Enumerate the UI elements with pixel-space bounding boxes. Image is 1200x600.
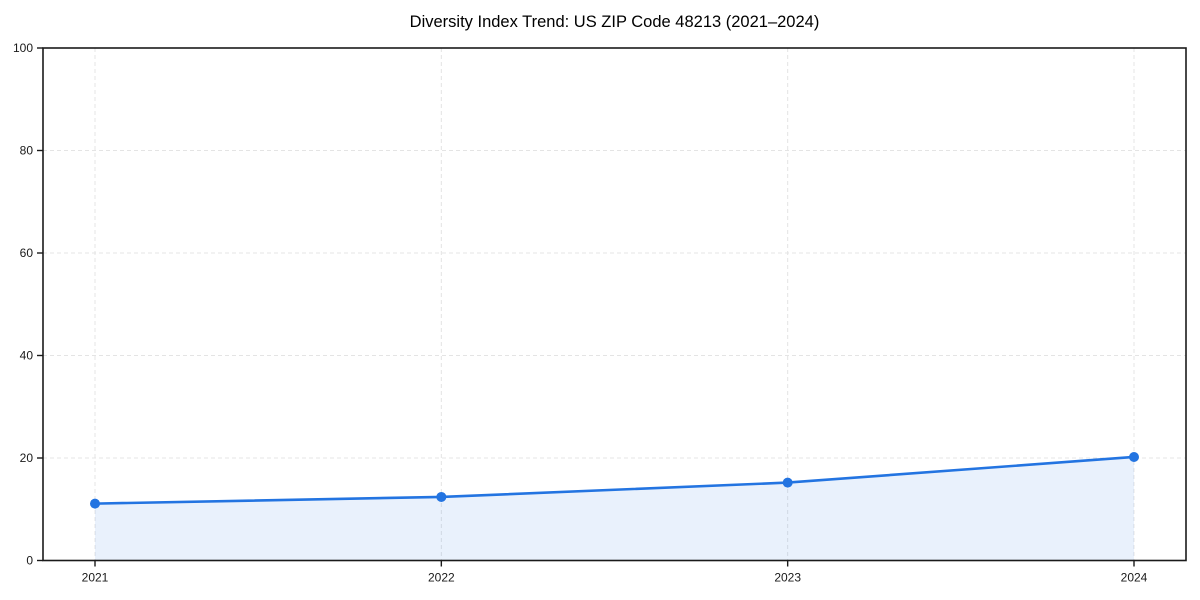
y-tick-label: 60 — [20, 246, 34, 260]
data-point-marker-2024 — [1129, 451, 1139, 462]
axes-frame — [42, 47, 1187, 562]
x-tick-label: 2023 — [774, 571, 801, 585]
x-tick-label: 2024 — [1121, 571, 1148, 585]
y-tick-label: 80 — [20, 144, 34, 158]
data-point-marker-2021 — [90, 498, 100, 509]
data-point-marker-2022 — [436, 491, 447, 502]
y-tick-label: 100 — [13, 41, 33, 55]
y-tick-label: 20 — [20, 451, 34, 465]
area-fill — [95, 456, 1134, 561]
x-tick-label: 2022 — [428, 571, 455, 585]
y-tick-label: 0 — [26, 554, 33, 568]
y-tick-label: 40 — [20, 349, 34, 363]
data-point-marker-2023 — [782, 477, 793, 488]
x-tick-label: 2021 — [82, 571, 109, 585]
trend-line — [93, 455, 1136, 505]
chart-title: Diversity Index Trend: US ZIP Code 48213… — [409, 13, 820, 31]
